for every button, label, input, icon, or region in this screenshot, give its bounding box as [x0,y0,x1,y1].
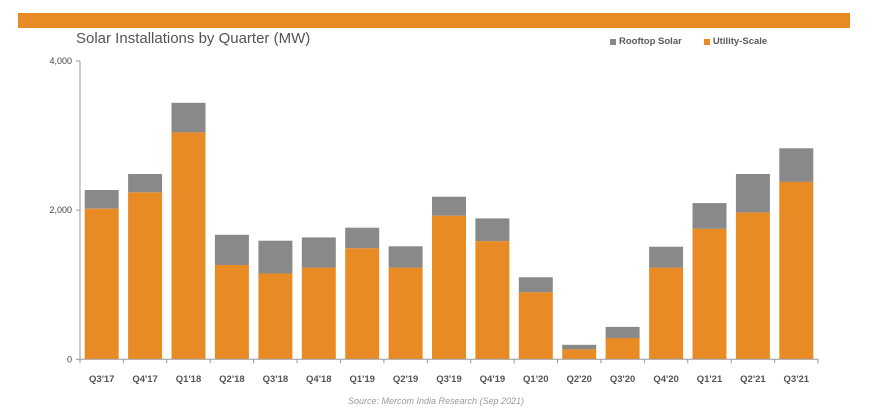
x-tick-label: Q2'21 [740,374,766,385]
x-tick-label: Q1'21 [697,374,723,385]
bar-utility-15 [735,212,770,360]
bar-utility-3 [214,265,249,360]
bar-utility-11 [562,349,597,360]
bar-rooftop-10 [518,277,553,293]
bar-utility-1 [128,192,163,360]
x-tick-label: Q4'19 [480,374,506,385]
bar-rooftop-6 [345,227,380,249]
bar-utility-14 [692,228,727,360]
y-tick-label: 2,000 [49,205,72,215]
bar-rooftop-16 [779,148,814,182]
x-tick-label: Q3'18 [263,374,289,385]
legend-item-rooftop: Rooftop Solar [610,36,682,47]
bar-utility-6 [345,248,380,360]
legend-swatch-rooftop [610,38,616,45]
y-tick-label: 4,000 [49,56,72,66]
bar-utility-12 [605,338,640,360]
bar-rooftop-1 [128,174,163,193]
bar-rooftop-15 [735,174,770,213]
bar-rooftop-5 [301,237,336,268]
y-tick-label: 0 [67,354,72,364]
legend-swatch-utility [703,38,710,45]
x-tick-label: Q4'20 [653,374,679,385]
source-note: Source: Mercom India Research (Sep 2021) [347,396,525,406]
bars-group [84,102,814,360]
bar-rooftop-7 [388,246,423,268]
bar-utility-5 [301,267,336,360]
bar-utility-13 [649,267,684,360]
x-tick-label: Q1'19 [349,374,375,385]
bar-utility-10 [518,292,553,360]
chart-legend: Rooftop Solar Utility-Scale [610,36,767,47]
bar-utility-4 [258,273,293,360]
x-tick-label: Q1'18 [176,374,202,385]
x-tick-label: Q2'18 [219,374,245,385]
x-tick-label: Q3'21 [784,374,810,385]
chart-title: Solar Installations by Quarter (MW) [76,30,311,47]
bar-rooftop-13 [649,246,684,268]
legend-label-rooftop: Rooftop Solar [619,36,682,47]
header-accent-bar [18,13,850,28]
bar-utility-0 [84,208,119,360]
bar-utility-7 [388,267,423,360]
bar-utility-2 [171,132,206,360]
x-tick-label: Q4'18 [306,374,332,385]
x-tick-label: Q4'17 [132,374,158,385]
bar-rooftop-12 [605,326,640,339]
bar-rooftop-8 [432,196,466,216]
bar-rooftop-2 [171,102,206,133]
bar-rooftop-3 [214,234,249,265]
legend-label-utility: Utility-Scale [712,36,768,47]
bar-utility-16 [779,181,814,360]
bar-utility-9 [475,241,510,360]
bar-rooftop-0 [84,190,119,209]
x-tick-label: Q3'20 [610,374,636,385]
legend-item-utility: Utility-Scale [703,36,768,47]
bar-utility-8 [432,215,466,360]
x-tick-label: Q3'19 [436,374,462,385]
bar-rooftop-14 [692,203,727,229]
bar-rooftop-9 [475,218,510,242]
bar-rooftop-4 [258,240,293,274]
x-tick-label: Q2'19 [393,374,419,385]
x-tick-label: Q1'20 [523,374,549,385]
axes-group: Q3'17 Q4'17 Q1'18 Q2'18 Q3'18 Q4'18 Q1'19 Q2'19… [49,56,819,385]
x-tick-label: Q3'17 [89,374,115,385]
x-tick-label: Q2'20 [566,374,592,385]
bar-rooftop-11 [562,344,597,350]
